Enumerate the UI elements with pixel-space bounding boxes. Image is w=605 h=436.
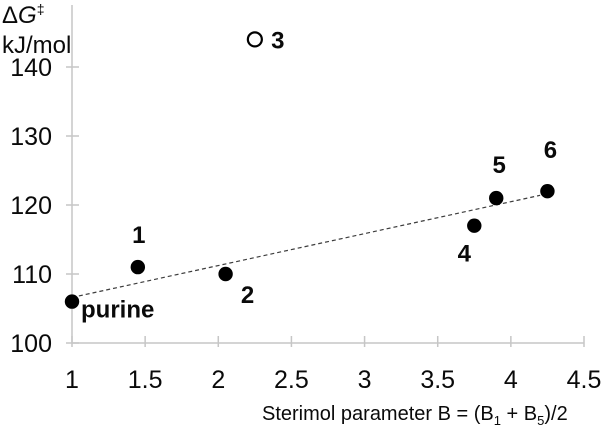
point-label-3: 3	[271, 27, 284, 54]
data-point-6	[540, 184, 555, 199]
data-point-5	[489, 190, 504, 206]
y-tick-label: 120	[10, 192, 52, 220]
y-tick-label: 140	[10, 54, 52, 82]
point-label-6: 6	[544, 137, 557, 164]
double-dagger-symbol: ‡	[36, 1, 45, 17]
data-point-4	[467, 218, 482, 233]
point-label-1: 1	[132, 222, 145, 249]
x-tick-label: 1.5	[128, 366, 163, 394]
point-label-purine: purine	[81, 297, 154, 324]
point-label-5: 5	[493, 152, 506, 179]
y-axis-title-line2: kJ/mol	[2, 32, 72, 59]
point-label-4: 4	[458, 241, 472, 268]
x-axis-title: Sterimol parameter B = (B1 + B5)/2	[262, 403, 568, 428]
x-axis-title-text: )/2	[544, 403, 568, 425]
gibbs-symbol: G	[18, 2, 37, 29]
x-axis-title-text: Sterimol parameter B = (B	[262, 403, 494, 425]
data-point-purine	[64, 294, 80, 309]
x-tick-label: 4	[504, 366, 518, 394]
y-axis-title: ΔG‡ kJ/mol	[2, 1, 71, 61]
data-point-3	[246, 31, 263, 48]
x-tick-label: 1	[65, 366, 79, 394]
x-tick-label: 3	[358, 366, 372, 394]
x-tick-label: 4.5	[567, 366, 602, 394]
trendline	[71, 194, 541, 299]
b1-subscript: 1	[493, 413, 501, 428]
x-tick-label: 3.5	[420, 366, 455, 394]
data-point-2	[218, 266, 233, 282]
y-tick-label: 130	[10, 123, 52, 151]
x-tick-label: 2	[211, 366, 225, 394]
delta-symbol: Δ	[2, 2, 19, 29]
x-axis-title-text: + B	[500, 403, 538, 425]
point-label-2: 2	[241, 282, 254, 309]
b5-subscript: 5	[537, 413, 545, 428]
y-axis-title-line1: ΔG‡	[2, 1, 71, 31]
y-tick-label: 100	[10, 330, 52, 358]
x-tick-label: 2.5	[274, 366, 309, 394]
y-tick-label: 110	[12, 261, 52, 289]
data-point-1	[130, 259, 146, 275]
